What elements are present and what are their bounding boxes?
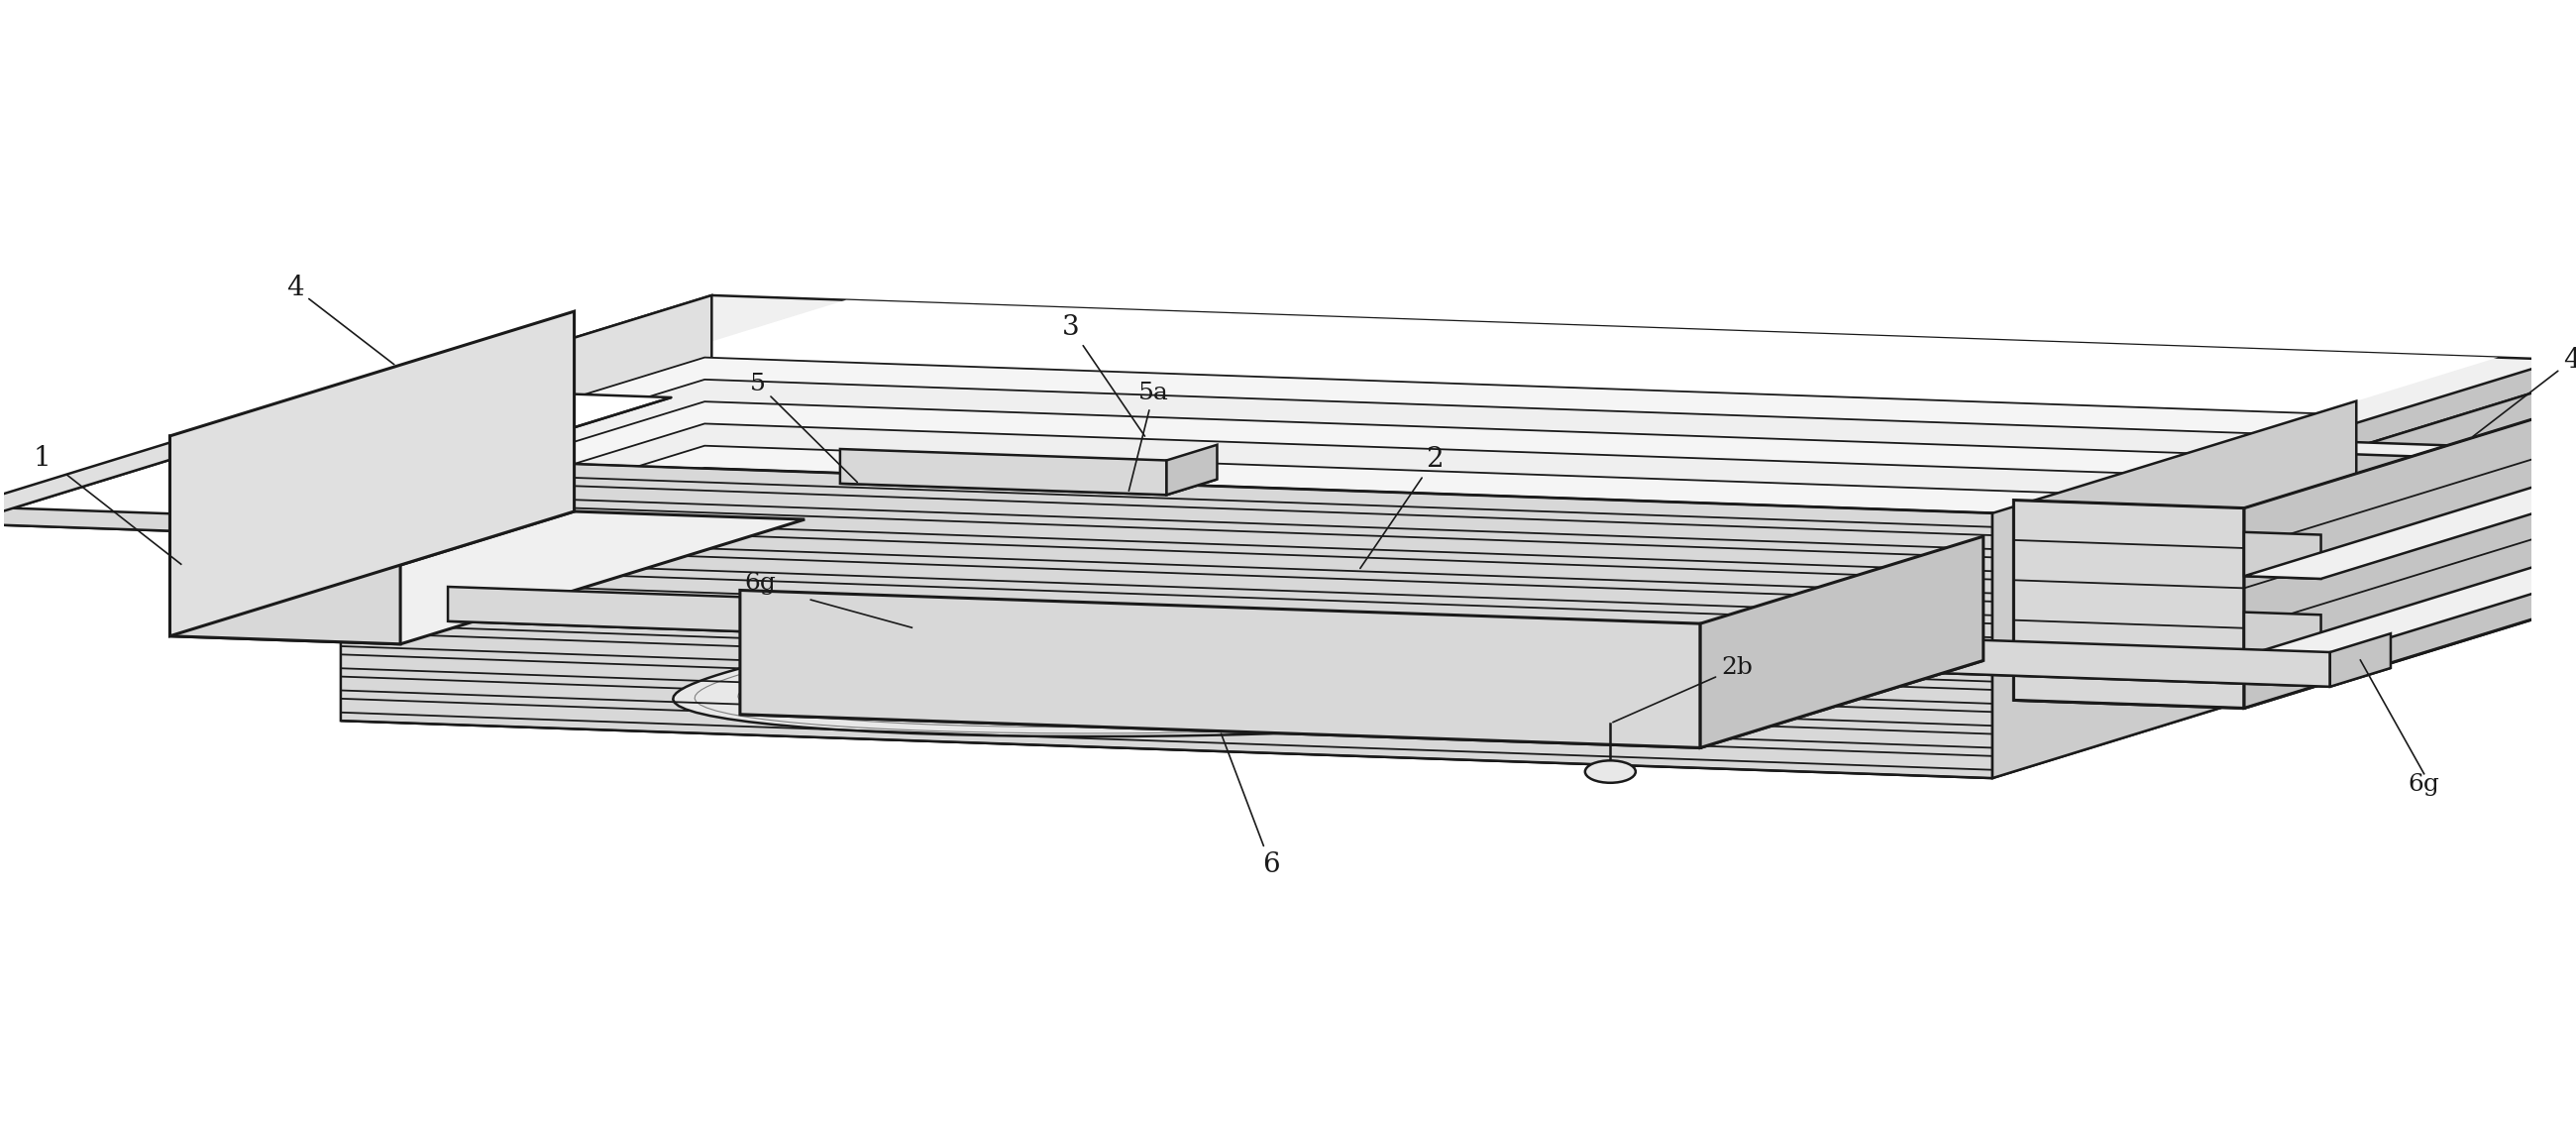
Polygon shape bbox=[1167, 445, 1216, 494]
Polygon shape bbox=[2244, 532, 2321, 578]
Polygon shape bbox=[1991, 513, 2128, 608]
Text: 3: 3 bbox=[1061, 314, 1144, 436]
Text: 4: 4 bbox=[2473, 348, 2576, 436]
Polygon shape bbox=[340, 512, 2357, 682]
Polygon shape bbox=[340, 677, 1991, 748]
Polygon shape bbox=[206, 295, 2576, 518]
Polygon shape bbox=[840, 450, 1167, 494]
Polygon shape bbox=[340, 424, 2357, 593]
Polygon shape bbox=[2128, 337, 2576, 518]
Text: 6g: 6g bbox=[2409, 773, 2439, 796]
Polygon shape bbox=[206, 295, 711, 540]
Polygon shape bbox=[340, 578, 2357, 748]
Polygon shape bbox=[1991, 401, 2357, 778]
Polygon shape bbox=[1991, 447, 2576, 608]
Polygon shape bbox=[2014, 500, 2244, 708]
Polygon shape bbox=[1700, 536, 1984, 748]
Polygon shape bbox=[340, 632, 1991, 704]
Polygon shape bbox=[340, 600, 2357, 770]
Polygon shape bbox=[340, 380, 2357, 549]
Polygon shape bbox=[340, 401, 2357, 572]
Text: 6: 6 bbox=[1221, 733, 1280, 878]
Polygon shape bbox=[739, 627, 1984, 748]
Text: 2: 2 bbox=[1360, 446, 1443, 568]
Polygon shape bbox=[340, 490, 2357, 659]
Polygon shape bbox=[448, 586, 850, 636]
Polygon shape bbox=[1811, 634, 2331, 687]
Polygon shape bbox=[2014, 575, 2576, 708]
Polygon shape bbox=[2151, 583, 2421, 609]
Polygon shape bbox=[340, 566, 1991, 638]
Text: 6g: 6g bbox=[744, 572, 775, 594]
Polygon shape bbox=[340, 358, 2357, 527]
Text: 4: 4 bbox=[286, 275, 394, 364]
Polygon shape bbox=[0, 388, 672, 532]
Polygon shape bbox=[340, 556, 2357, 725]
Text: 1: 1 bbox=[33, 445, 52, 472]
Polygon shape bbox=[170, 312, 574, 636]
Polygon shape bbox=[1811, 650, 2391, 687]
Polygon shape bbox=[2244, 612, 2321, 659]
Polygon shape bbox=[2244, 452, 2576, 578]
Polygon shape bbox=[340, 478, 1991, 549]
Text: 5a: 5a bbox=[1128, 382, 1170, 491]
Polygon shape bbox=[340, 500, 1991, 572]
Polygon shape bbox=[340, 589, 1991, 659]
Polygon shape bbox=[340, 609, 2357, 778]
Polygon shape bbox=[0, 371, 402, 524]
Polygon shape bbox=[340, 522, 1991, 593]
Polygon shape bbox=[340, 544, 1991, 615]
Polygon shape bbox=[206, 385, 845, 546]
Text: 5: 5 bbox=[750, 372, 858, 482]
Polygon shape bbox=[340, 610, 1991, 682]
Polygon shape bbox=[2331, 633, 2391, 687]
Polygon shape bbox=[170, 436, 399, 645]
Polygon shape bbox=[840, 467, 1216, 494]
Polygon shape bbox=[340, 456, 1991, 778]
Polygon shape bbox=[2244, 383, 2576, 708]
Text: 2b: 2b bbox=[1613, 657, 1752, 722]
Polygon shape bbox=[0, 507, 232, 532]
Polygon shape bbox=[340, 467, 2357, 638]
Polygon shape bbox=[739, 591, 1700, 748]
Circle shape bbox=[1584, 760, 1636, 782]
Polygon shape bbox=[340, 655, 1991, 725]
Polygon shape bbox=[2421, 456, 2576, 609]
Polygon shape bbox=[448, 603, 912, 636]
Polygon shape bbox=[677, 385, 2576, 463]
Polygon shape bbox=[170, 511, 804, 645]
Polygon shape bbox=[2244, 531, 2576, 659]
Polygon shape bbox=[206, 427, 2128, 518]
Polygon shape bbox=[340, 446, 2357, 615]
Polygon shape bbox=[672, 637, 1605, 736]
Polygon shape bbox=[206, 451, 340, 546]
Polygon shape bbox=[340, 534, 2357, 704]
Polygon shape bbox=[2128, 362, 2576, 608]
Polygon shape bbox=[340, 300, 2499, 513]
Polygon shape bbox=[340, 456, 1991, 527]
Polygon shape bbox=[340, 698, 1991, 770]
Polygon shape bbox=[2151, 464, 2576, 609]
